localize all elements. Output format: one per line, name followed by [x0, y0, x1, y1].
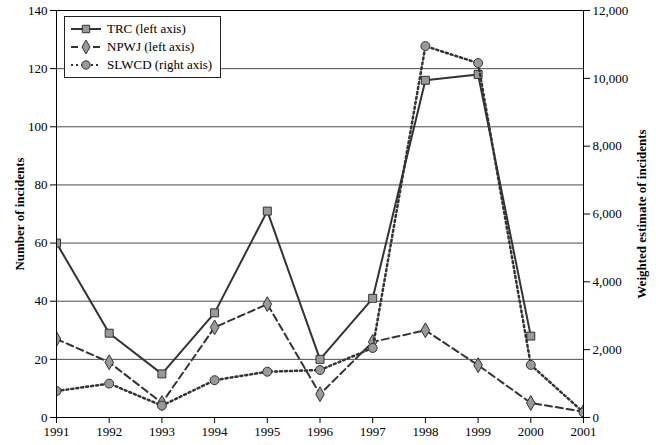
html-text:SLWCD (right axis): SLWCD (right axis): [107, 57, 213, 72]
svg-text:4,000: 4,000: [593, 274, 622, 289]
svg-text:1999: 1999: [465, 424, 491, 439]
svg-text:Weighted estimate of incidents: Weighted estimate of incidents: [634, 129, 649, 298]
svg-text:60: 60: [35, 235, 48, 250]
svg-text:1998: 1998: [412, 424, 438, 439]
svg-text:2001: 2001: [571, 424, 597, 439]
html-text:NPWJ (left axis): NPWJ (left axis): [107, 39, 195, 54]
svg-text:12,000: 12,000: [593, 3, 629, 18]
svg-text:100: 100: [28, 119, 48, 134]
svg-text:8,000: 8,000: [593, 138, 622, 153]
svg-text:0: 0: [41, 410, 48, 425]
svg-text:0: 0: [593, 410, 600, 425]
svg-text:120: 120: [28, 61, 48, 76]
svg-text:1997: 1997: [360, 424, 387, 439]
svg-text:1994: 1994: [202, 424, 229, 439]
svg-text:1993: 1993: [149, 424, 175, 439]
svg-text:1996: 1996: [307, 424, 334, 439]
svg-text:80: 80: [35, 177, 48, 192]
svg-text:40: 40: [35, 293, 48, 308]
svg-text:10,000: 10,000: [593, 70, 629, 85]
html-text:TRC (left axis): TRC (left axis): [107, 21, 186, 36]
svg-text:2000: 2000: [518, 424, 544, 439]
svg-text:140: 140: [28, 3, 48, 18]
svg-text:20: 20: [35, 352, 48, 367]
svg-text:1991: 1991: [44, 424, 70, 439]
svg-text:1995: 1995: [254, 424, 280, 439]
svg-text:2,000: 2,000: [593, 342, 622, 357]
svg-text:6,000: 6,000: [593, 206, 622, 221]
svg-text:Number of incidents: Number of incidents: [12, 157, 27, 270]
svg-text:1992: 1992: [96, 424, 122, 439]
